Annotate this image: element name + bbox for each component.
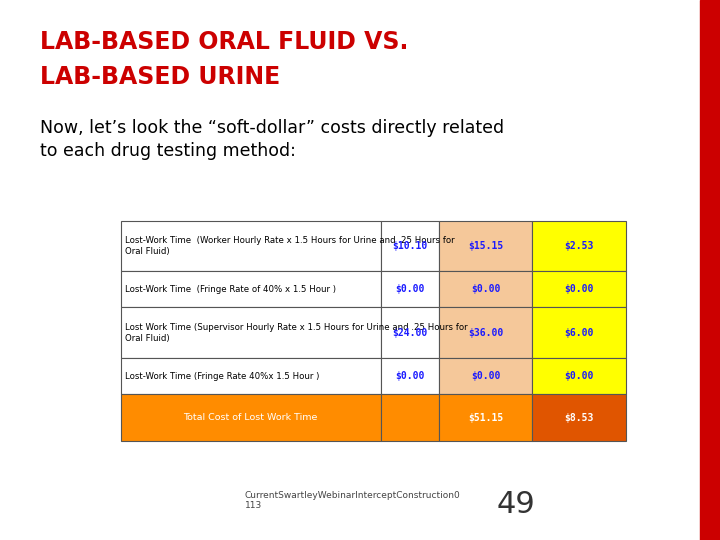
Text: LAB-BASED URINE: LAB-BASED URINE (40, 65, 280, 89)
Text: $0.00: $0.00 (395, 284, 425, 294)
Text: $0.00: $0.00 (564, 371, 594, 381)
Bar (121, 271, 381, 307)
Bar (532, 394, 626, 441)
Bar (121, 221, 381, 271)
Bar (381, 271, 438, 307)
Text: Now, let’s look the “soft-dollar” costs directly related
to each drug testing me: Now, let’s look the “soft-dollar” costs … (40, 119, 504, 160)
Bar (381, 358, 438, 394)
Text: $0.00: $0.00 (395, 371, 425, 381)
Bar (381, 307, 438, 358)
Bar (438, 358, 532, 394)
Bar (438, 221, 532, 271)
Bar (121, 307, 381, 358)
Bar (438, 271, 532, 307)
Text: $0.00: $0.00 (564, 284, 594, 294)
Bar (381, 221, 438, 271)
Bar (438, 307, 532, 358)
Text: Lost-Work Time  (Fringe Rate of 40% x 1.5 Hour ): Lost-Work Time (Fringe Rate of 40% x 1.5… (125, 285, 336, 294)
Bar (381, 394, 438, 441)
Text: $6.00: $6.00 (564, 328, 594, 338)
Bar (532, 221, 626, 271)
Text: $36.00: $36.00 (468, 328, 503, 338)
Text: $8.53: $8.53 (564, 413, 594, 423)
Text: $51.15: $51.15 (468, 413, 503, 423)
Bar (532, 358, 626, 394)
Text: Lost-Work Time (Fringe Rate 40%x 1.5 Hour ): Lost-Work Time (Fringe Rate 40%x 1.5 Hou… (125, 372, 320, 381)
Text: LAB-BASED ORAL FLUID VS.: LAB-BASED ORAL FLUID VS. (40, 30, 408, 53)
Text: Total Cost of Lost Work Time: Total Cost of Lost Work Time (184, 413, 318, 422)
Bar (121, 358, 381, 394)
Text: $24.00: $24.00 (392, 328, 428, 338)
Text: $10.10: $10.10 (392, 241, 428, 251)
Bar (121, 394, 381, 441)
Text: 49: 49 (497, 490, 536, 519)
Bar (532, 307, 626, 358)
Text: $0.00: $0.00 (471, 284, 500, 294)
Bar (532, 271, 626, 307)
Bar (438, 394, 532, 441)
Text: CurrentSwartleyWebinarInterceptConstruction0
113: CurrentSwartleyWebinarInterceptConstruct… (245, 491, 461, 510)
Text: $15.15: $15.15 (468, 241, 503, 251)
Text: $0.00: $0.00 (471, 371, 500, 381)
Text: Lost-Work Time  (Worker Hourly Rate x 1.5 Hours for Urine and .25 Hours for
Oral: Lost-Work Time (Worker Hourly Rate x 1.5… (125, 236, 455, 256)
Text: Lost Work Time (Supervisor Hourly Rate x 1.5 Hours for Urine and .25 Hours for
O: Lost Work Time (Supervisor Hourly Rate x… (125, 322, 468, 343)
Text: $2.53: $2.53 (564, 241, 594, 251)
